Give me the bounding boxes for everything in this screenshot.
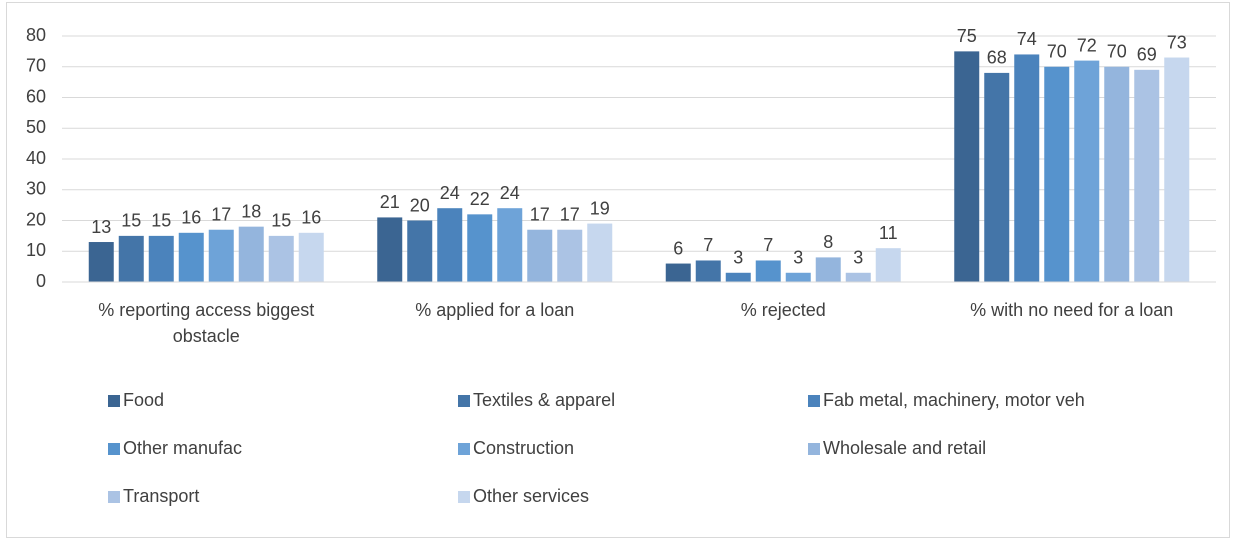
bar — [467, 214, 493, 282]
data-label: 3 — [793, 248, 803, 268]
data-label: 7 — [763, 235, 773, 255]
data-label: 6 — [673, 238, 683, 258]
legend-swatch — [458, 395, 470, 407]
y-tick-label: 30 — [26, 179, 46, 199]
legend-label: Fab metal, machinery, motor veh — [823, 390, 1085, 410]
legend-label: Other services — [473, 486, 589, 506]
data-label: 70 — [1107, 42, 1127, 62]
x-tick-label: % rejected — [741, 300, 826, 320]
bar — [587, 223, 613, 282]
data-label: 72 — [1077, 35, 1097, 55]
bar — [695, 260, 721, 282]
bar — [984, 72, 1010, 283]
legend-label: Construction — [473, 438, 574, 458]
bar — [1044, 66, 1070, 282]
bar — [268, 235, 294, 282]
bar — [785, 272, 811, 282]
data-label: 7 — [703, 235, 713, 255]
bar — [497, 208, 523, 282]
data-label: 70 — [1047, 42, 1067, 62]
bar — [665, 263, 691, 282]
data-label: 16 — [301, 208, 321, 228]
data-label: 3 — [853, 248, 863, 268]
legend-swatch — [808, 395, 820, 407]
legend-swatch — [458, 443, 470, 455]
data-label: 13 — [91, 217, 111, 237]
bar — [557, 229, 583, 282]
bar — [178, 232, 204, 282]
data-label: 11 — [879, 223, 898, 243]
x-tick-label: % with no need for a loan — [970, 300, 1173, 320]
data-label: 17 — [560, 204, 580, 224]
bar — [815, 257, 841, 282]
data-label: 21 — [380, 192, 400, 212]
data-label: 68 — [987, 48, 1007, 68]
bar — [725, 272, 751, 282]
bar — [1164, 57, 1190, 283]
data-label: 17 — [211, 204, 231, 224]
y-tick-label: 40 — [26, 148, 46, 168]
legend-swatch — [458, 491, 470, 503]
bar — [298, 232, 324, 282]
bar — [1134, 69, 1160, 282]
bar — [407, 220, 433, 282]
data-label: 75 — [957, 26, 977, 46]
bar — [1104, 66, 1130, 282]
bar — [148, 235, 174, 282]
y-tick-label: 50 — [26, 117, 46, 137]
legend-swatch — [108, 443, 120, 455]
x-tick-label: % reporting access biggest obstacle — [98, 300, 314, 346]
legend-label: Transport — [123, 486, 199, 506]
bar — [875, 248, 901, 282]
data-label: 22 — [470, 189, 490, 209]
y-tick-label: 20 — [26, 209, 46, 229]
data-label: 73 — [1167, 32, 1187, 52]
bar — [118, 235, 144, 282]
y-tick-label: 0 — [36, 271, 46, 291]
data-label: 20 — [410, 195, 430, 215]
bar — [1014, 54, 1040, 283]
bar — [755, 260, 781, 282]
data-label: 15 — [151, 211, 171, 231]
legend-label: Food — [123, 390, 164, 410]
y-tick-label: 70 — [26, 56, 46, 76]
data-label: 19 — [590, 198, 610, 218]
legend-label: Textiles & apparel — [473, 390, 615, 410]
data-label: 24 — [440, 183, 460, 203]
bar — [208, 229, 234, 282]
legend-swatch — [108, 395, 120, 407]
data-label: 24 — [500, 183, 520, 203]
data-label: 3 — [733, 248, 743, 268]
bar — [437, 208, 463, 282]
bar — [88, 242, 114, 282]
legend-label: Wholesale and retail — [823, 438, 986, 458]
bar — [954, 51, 980, 282]
y-tick-label: 80 — [26, 25, 46, 45]
legend-swatch — [808, 443, 820, 455]
bar — [238, 226, 264, 282]
legend-label: Other manufac — [123, 438, 242, 458]
data-label: 18 — [241, 201, 261, 221]
data-label: 15 — [271, 211, 291, 231]
data-label: 69 — [1137, 45, 1157, 65]
data-label: 17 — [530, 204, 550, 224]
bar — [377, 217, 403, 282]
bar — [527, 229, 553, 282]
y-tick-label: 10 — [26, 240, 46, 260]
bar — [1074, 60, 1100, 282]
data-label: 8 — [823, 232, 833, 252]
x-tick-label: % applied for a loan — [415, 300, 574, 320]
data-label: 74 — [1017, 29, 1037, 49]
legend-swatch — [108, 491, 120, 503]
data-label: 16 — [181, 208, 201, 228]
data-label: 15 — [121, 211, 141, 231]
y-tick-label: 60 — [26, 86, 46, 106]
bar — [845, 272, 871, 282]
